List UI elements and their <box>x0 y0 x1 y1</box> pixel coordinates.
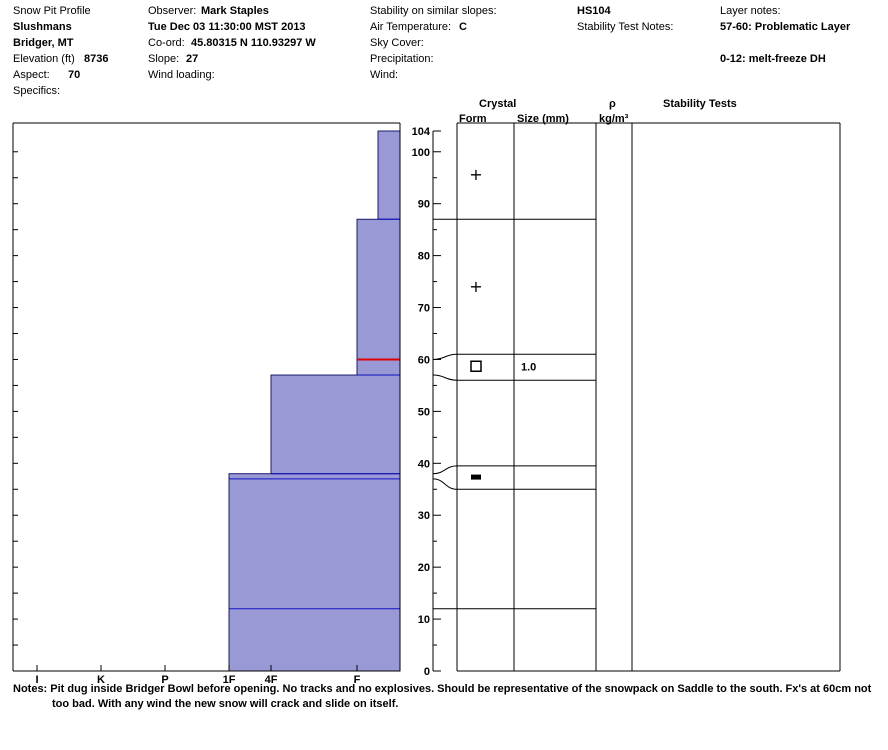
hardness-tick-label: 4F <box>265 674 278 686</box>
coord-value: 45.80315 N 110.93297 W <box>191 37 316 49</box>
depth-tick-label: 90 <box>418 199 430 211</box>
elevation-value: 8736 <box>84 53 109 65</box>
depth-tick-label: 50 <box>418 406 430 418</box>
depth-tick-label: 80 <box>418 251 430 263</box>
notes-line-1: Notes: Pit dug inside Bridger Bowl befor… <box>13 683 872 695</box>
layer-notes-label: Layer notes: <box>720 5 781 17</box>
hardness-layer <box>228 473 401 672</box>
crystal-header: Crystal <box>479 98 517 110</box>
wind-label: Wind: <box>370 69 399 81</box>
depth-tick-label: 40 <box>418 458 430 470</box>
slope-label: Slope: <box>148 53 180 65</box>
layer-connector-line <box>432 478 596 490</box>
layer-connector-line <box>432 465 596 475</box>
stability-test-notes-label: Stability Test Notes: <box>577 21 674 33</box>
layer-note-1: 57-60: Problematic Layer <box>720 21 851 33</box>
profile-title: Snow Pit Profile <box>13 5 91 17</box>
precipitation-label: Precipitation: <box>370 53 434 65</box>
elevation-label: Elevation (ft) <box>13 53 75 65</box>
hardness-tick-label: 1F <box>223 674 236 686</box>
hardness-tick-label: I <box>35 674 38 686</box>
crystal-form-plus-icon: + <box>469 165 482 184</box>
crystal-size-value: 1.0 <box>521 361 536 373</box>
depth-tick-label: 30 <box>418 510 430 522</box>
depth-tick-label: 60 <box>418 354 430 366</box>
observer-value: Mark Staples <box>201 5 269 17</box>
depth-tick-label: 20 <box>418 562 430 574</box>
observer-label: Observer: <box>148 5 197 17</box>
layer-connector-line <box>432 374 596 381</box>
crystal-form-square-icon <box>470 360 482 372</box>
hardness-tick-label: P <box>161 674 168 686</box>
location-name: Slushmans <box>13 21 72 33</box>
size-header: Size (mm) <box>517 113 569 125</box>
coord-label: Co-ord: <box>148 37 185 49</box>
stability-label: Stability on similar slopes: <box>370 5 497 17</box>
region-name: Bridger, MT <box>13 37 74 49</box>
air-temp-value: C <box>459 21 467 33</box>
hardness-layer <box>377 130 401 220</box>
wind-loading-label: Wind loading: <box>148 69 215 81</box>
aspect-label: Aspect: <box>13 69 50 81</box>
air-temp-label: Air Temperature: <box>370 21 452 33</box>
density-header: ρ <box>609 98 616 110</box>
form-header: Form <box>459 113 487 125</box>
crystal-form-filled-square-icon <box>471 474 481 480</box>
layer-connector-line <box>432 353 596 360</box>
crystal-form-plus-icon: + <box>469 277 482 296</box>
hardness-layer <box>356 218 401 376</box>
depth-tick-label: 70 <box>418 303 430 315</box>
depth-tick-label: 10 <box>418 614 430 626</box>
depth-tick-label: 100 <box>412 147 430 159</box>
hardness-tick-label: F <box>354 674 361 686</box>
slope-value: 27 <box>186 53 199 65</box>
density-unit-header: kg/m³ <box>599 113 629 125</box>
stability-tests-header: Stability Tests <box>663 98 737 110</box>
layer-note-2: 0-12: melt-freeze DH <box>720 53 826 65</box>
hardness-layer <box>270 374 401 475</box>
specifics-label: Specifics: <box>13 85 61 97</box>
pit-datetime: Tue Dec 03 11:30:00 MST 2013 <box>148 21 306 33</box>
aspect-value: 70 <box>68 69 81 81</box>
depth-tick-label: 0 <box>424 666 430 678</box>
snow-height: HS104 <box>577 5 611 17</box>
sky-cover-label: Sky Cover: <box>370 37 424 49</box>
notes-line-2: too bad. With any wind the new snow will… <box>52 698 399 710</box>
hardness-tick-label: K <box>97 674 105 686</box>
depth-tick-label: 104 <box>412 126 431 138</box>
